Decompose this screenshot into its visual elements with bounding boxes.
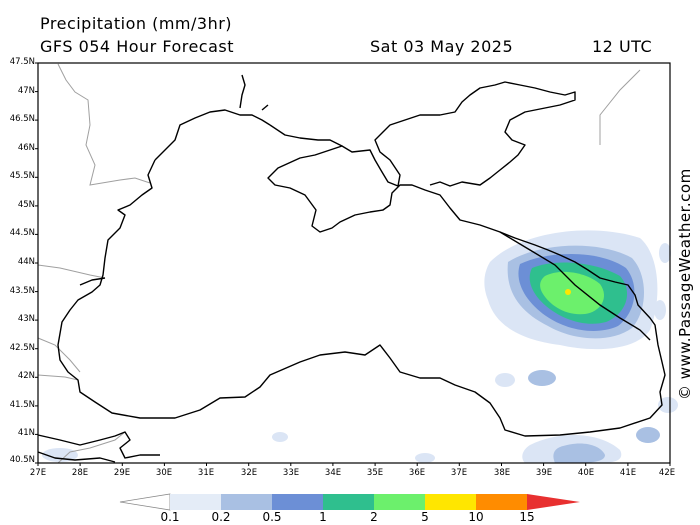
rain-patch-7 <box>42 448 78 462</box>
lon-label: 39E <box>535 468 553 478</box>
lon-label: 33E <box>282 468 300 478</box>
legend-arrow-low <box>119 493 171 511</box>
lat-label: 41N <box>17 428 35 438</box>
lon-label: 36E <box>408 468 426 478</box>
lat-label: 47N <box>17 86 35 96</box>
lon-label: 35E <box>366 468 384 478</box>
lat-ticks <box>35 62 38 464</box>
rain-peak-east <box>565 289 571 295</box>
legend-swatch-2 <box>221 494 272 510</box>
lat-label: 45N <box>17 200 35 210</box>
lon-label: 30E <box>155 468 173 478</box>
lon-label: 29E <box>113 468 131 478</box>
legend-label: 5 <box>421 510 429 524</box>
legend-label: 15 <box>519 510 535 524</box>
forecast-time: 12 UTC <box>592 37 653 56</box>
legend-colorbar <box>119 493 580 511</box>
forecast-label: GFS 054 Hour Forecast <box>40 37 235 56</box>
legend-swatch-3 <box>272 494 323 510</box>
lat-label: 46.5N <box>9 114 35 124</box>
lat-label: 42N <box>17 371 35 381</box>
lon-label: 41E <box>619 468 637 478</box>
lat-label: 41.5N <box>9 400 35 410</box>
precipitation-overlay <box>42 230 678 463</box>
rain-patch-2 <box>495 373 515 387</box>
country-borders <box>37 63 641 464</box>
rain-area-very-heavy-east <box>540 271 605 315</box>
legend-arrow-high <box>527 494 580 510</box>
legend-label: 0.1 <box>160 510 180 524</box>
legend-swatch-4 <box>323 494 374 510</box>
lon-label: 32E <box>240 468 258 478</box>
legend-label: 2 <box>370 510 378 524</box>
copyright-text: © www.PassageWeather.com <box>676 168 694 400</box>
lat-label: 43.5N <box>9 286 35 296</box>
rain-patch-6 <box>415 453 435 463</box>
forecast-date: Sat 03 May 2025 <box>370 37 514 56</box>
coastline <box>37 74 666 463</box>
lat-label: 42.5N <box>9 343 35 353</box>
legend-label: 0.2 <box>211 510 231 524</box>
rain-patch-4 <box>658 397 678 413</box>
legend-label: 10 <box>468 510 484 524</box>
lat-label: 40.5N <box>9 455 35 465</box>
legend-swatch-5 <box>374 494 425 510</box>
rain-area-southeast-medium <box>553 443 605 463</box>
lon-label: 40E <box>577 468 595 478</box>
lon-label: 27E <box>29 468 47 478</box>
lon-label: 37E <box>450 468 468 478</box>
legend-swatch-7 <box>476 494 527 510</box>
rain-patch-5 <box>272 432 288 442</box>
lat-label: 46N <box>17 143 35 153</box>
map-title: Precipitation (mm/3hr) <box>40 14 233 33</box>
lat-label: 44.5N <box>9 228 35 238</box>
rain-patch-8 <box>659 243 671 263</box>
legend-label: 1 <box>319 510 327 524</box>
lon-label: 31E <box>197 468 215 478</box>
lon-label: 28E <box>71 468 89 478</box>
rain-patch-3 <box>636 427 660 443</box>
legend-label: 0.5 <box>262 510 282 524</box>
legend-swatch-1 <box>170 494 221 510</box>
lat-label: 47.5N <box>9 57 35 67</box>
lat-label: 43N <box>17 314 35 324</box>
rain-patch-1 <box>528 370 556 386</box>
rain-patch-9 <box>654 300 666 320</box>
lon-ticks <box>37 463 671 466</box>
lat-label: 44N <box>17 257 35 267</box>
legend-swatch-6 <box>425 494 476 510</box>
lon-label: 38E <box>493 468 511 478</box>
caucasus-border <box>499 231 651 341</box>
lon-label: 34E <box>324 468 342 478</box>
lon-label: 42E <box>658 468 676 478</box>
lat-label: 45.5N <box>9 171 35 181</box>
